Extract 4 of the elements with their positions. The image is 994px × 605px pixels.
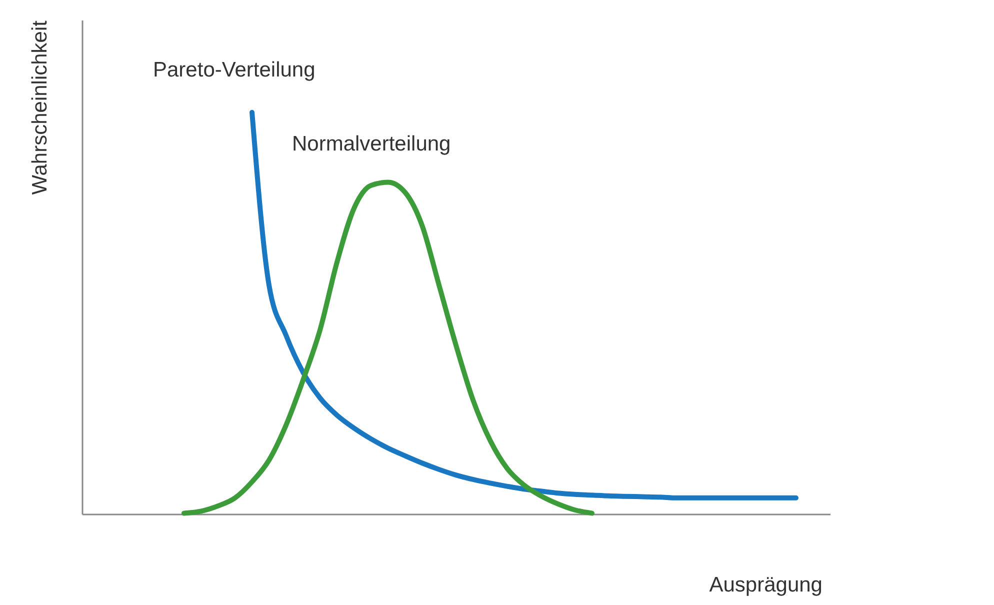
series-label: Normalverteilung [292, 132, 451, 156]
text: Pareto-Verteilung [153, 58, 316, 82]
y-axis-title: Wahrscheinlichkeit [28, 20, 52, 195]
x-axis-title: Ausprägung [709, 574, 822, 596]
